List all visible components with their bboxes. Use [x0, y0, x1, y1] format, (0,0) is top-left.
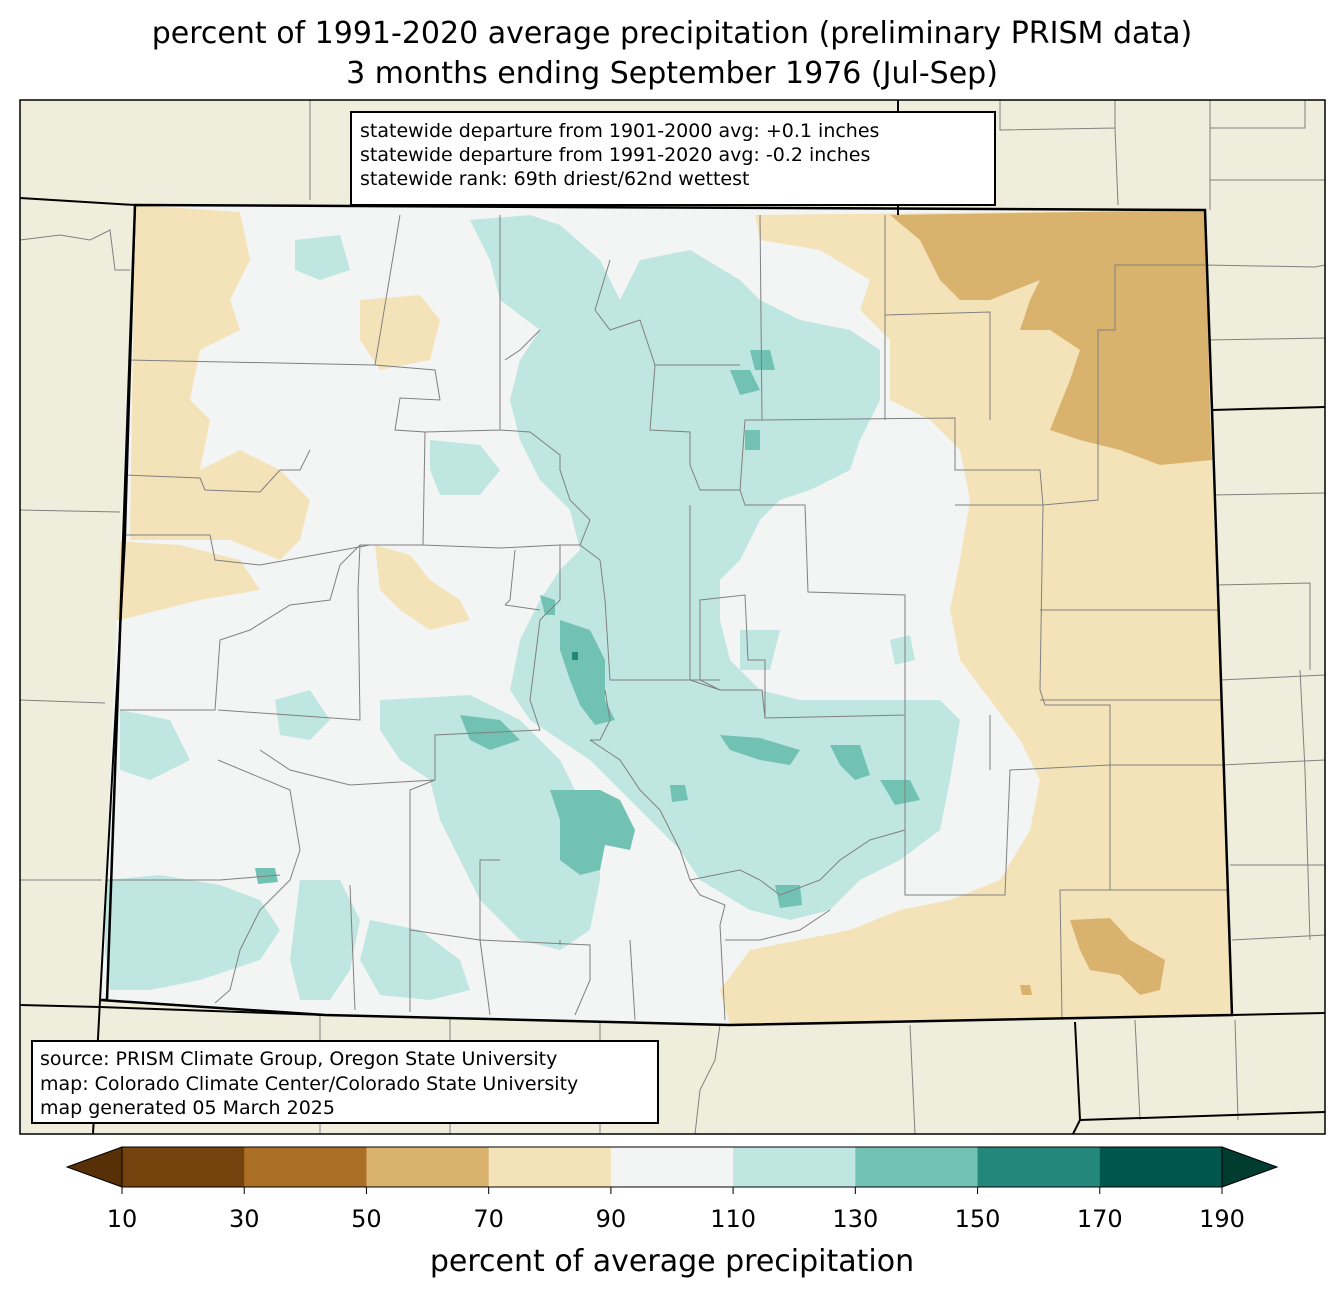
colorbar-tick-label: 90: [595, 1205, 627, 1233]
map-credit-line: map: Colorado Climate Center/Colorado St…: [40, 1072, 579, 1095]
colorbar-segment: [488, 1147, 612, 1187]
colorbar-segment: [1099, 1147, 1223, 1187]
source-credit-box: source: PRISM Climate Group, Oregon Stat…: [31, 1040, 659, 1124]
colorbar-segment: [977, 1147, 1101, 1187]
colorbar-segment: [244, 1147, 367, 1187]
neighbor-county-lines: [20, 100, 1325, 1134]
colorbar: [65, 1146, 1279, 1194]
colorbar-segment: [366, 1147, 490, 1187]
source-line: source: PRISM Climate Group, Oregon Stat…: [40, 1048, 558, 1070]
colorbar-segment: [122, 1147, 245, 1187]
county-lines: [105, 214, 1230, 1021]
very-dry-areas: [890, 210, 1212, 995]
colorbar-tick-label: 150: [954, 1205, 1001, 1233]
map-subtitle: 3 months ending September 1976 (Jul-Sep): [346, 56, 998, 91]
map-title: percent of 1991-2020 average precipitati…: [151, 16, 1193, 51]
stats-departure-1901: statewide departure from 1901-2000 avg: …: [360, 120, 880, 142]
map-frame: [19, 99, 1326, 1135]
stats-rank: statewide rank: 69th driest/62nd wettest: [360, 168, 750, 190]
colorbar-label: percent of average precipitation: [429, 1244, 915, 1279]
colorado-border: [99, 203, 1234, 1027]
colorbar-tick-label: 130: [832, 1205, 879, 1233]
colorbar-segment: [610, 1147, 734, 1187]
colorbar-tick-label: 110: [710, 1205, 757, 1233]
colorbar-tick-label: 70: [473, 1205, 504, 1233]
generated-date-line: map generated 05 March 2025: [40, 1097, 335, 1119]
colorbar-under-arrow: [65, 1146, 123, 1188]
colorbar-segment: [855, 1147, 979, 1187]
colorbar-tick-label: 10: [106, 1205, 138, 1233]
colorbar-over-arrow: [1221, 1146, 1279, 1188]
extreme-wet-spot: [572, 652, 578, 660]
statewide-stats-box: statewide departure from 1901-2000 avg: …: [350, 111, 996, 206]
colorbar-tick-label: 30: [228, 1205, 260, 1233]
colorbar-tick-label: 50: [351, 1205, 382, 1233]
stats-departure-1991: statewide departure from 1991-2020 avg: …: [360, 144, 871, 166]
colorbar-tick-label: 170: [1076, 1205, 1123, 1233]
colorbar-segment: [733, 1147, 856, 1187]
colorbar-tick-label: 190: [1199, 1205, 1245, 1233]
